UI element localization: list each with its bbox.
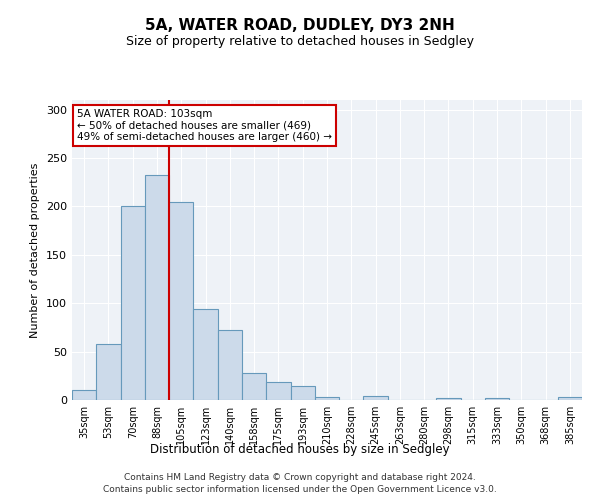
Text: Contains HM Land Registry data © Crown copyright and database right 2024.: Contains HM Land Registry data © Crown c… xyxy=(124,472,476,482)
Bar xyxy=(242,373,266,400)
Bar xyxy=(315,397,339,400)
Text: 5A WATER ROAD: 103sqm
← 50% of detached houses are smaller (469)
49% of semi-det: 5A WATER ROAD: 103sqm ← 50% of detached … xyxy=(77,109,332,142)
Bar xyxy=(485,398,509,400)
Bar xyxy=(145,174,169,400)
Text: Size of property relative to detached houses in Sedgley: Size of property relative to detached ho… xyxy=(126,35,474,48)
Y-axis label: Number of detached properties: Number of detached properties xyxy=(31,162,40,338)
Bar xyxy=(96,344,121,400)
Text: Distribution of detached houses by size in Sedgley: Distribution of detached houses by size … xyxy=(150,442,450,456)
Bar xyxy=(266,382,290,400)
Bar xyxy=(169,202,193,400)
Bar xyxy=(121,206,145,400)
Bar xyxy=(290,386,315,400)
Text: 5A, WATER ROAD, DUDLEY, DY3 2NH: 5A, WATER ROAD, DUDLEY, DY3 2NH xyxy=(145,18,455,32)
Bar xyxy=(558,397,582,400)
Bar xyxy=(364,396,388,400)
Bar xyxy=(218,330,242,400)
Bar xyxy=(72,390,96,400)
Bar xyxy=(193,309,218,400)
Bar xyxy=(436,398,461,400)
Text: Contains public sector information licensed under the Open Government Licence v3: Contains public sector information licen… xyxy=(103,485,497,494)
